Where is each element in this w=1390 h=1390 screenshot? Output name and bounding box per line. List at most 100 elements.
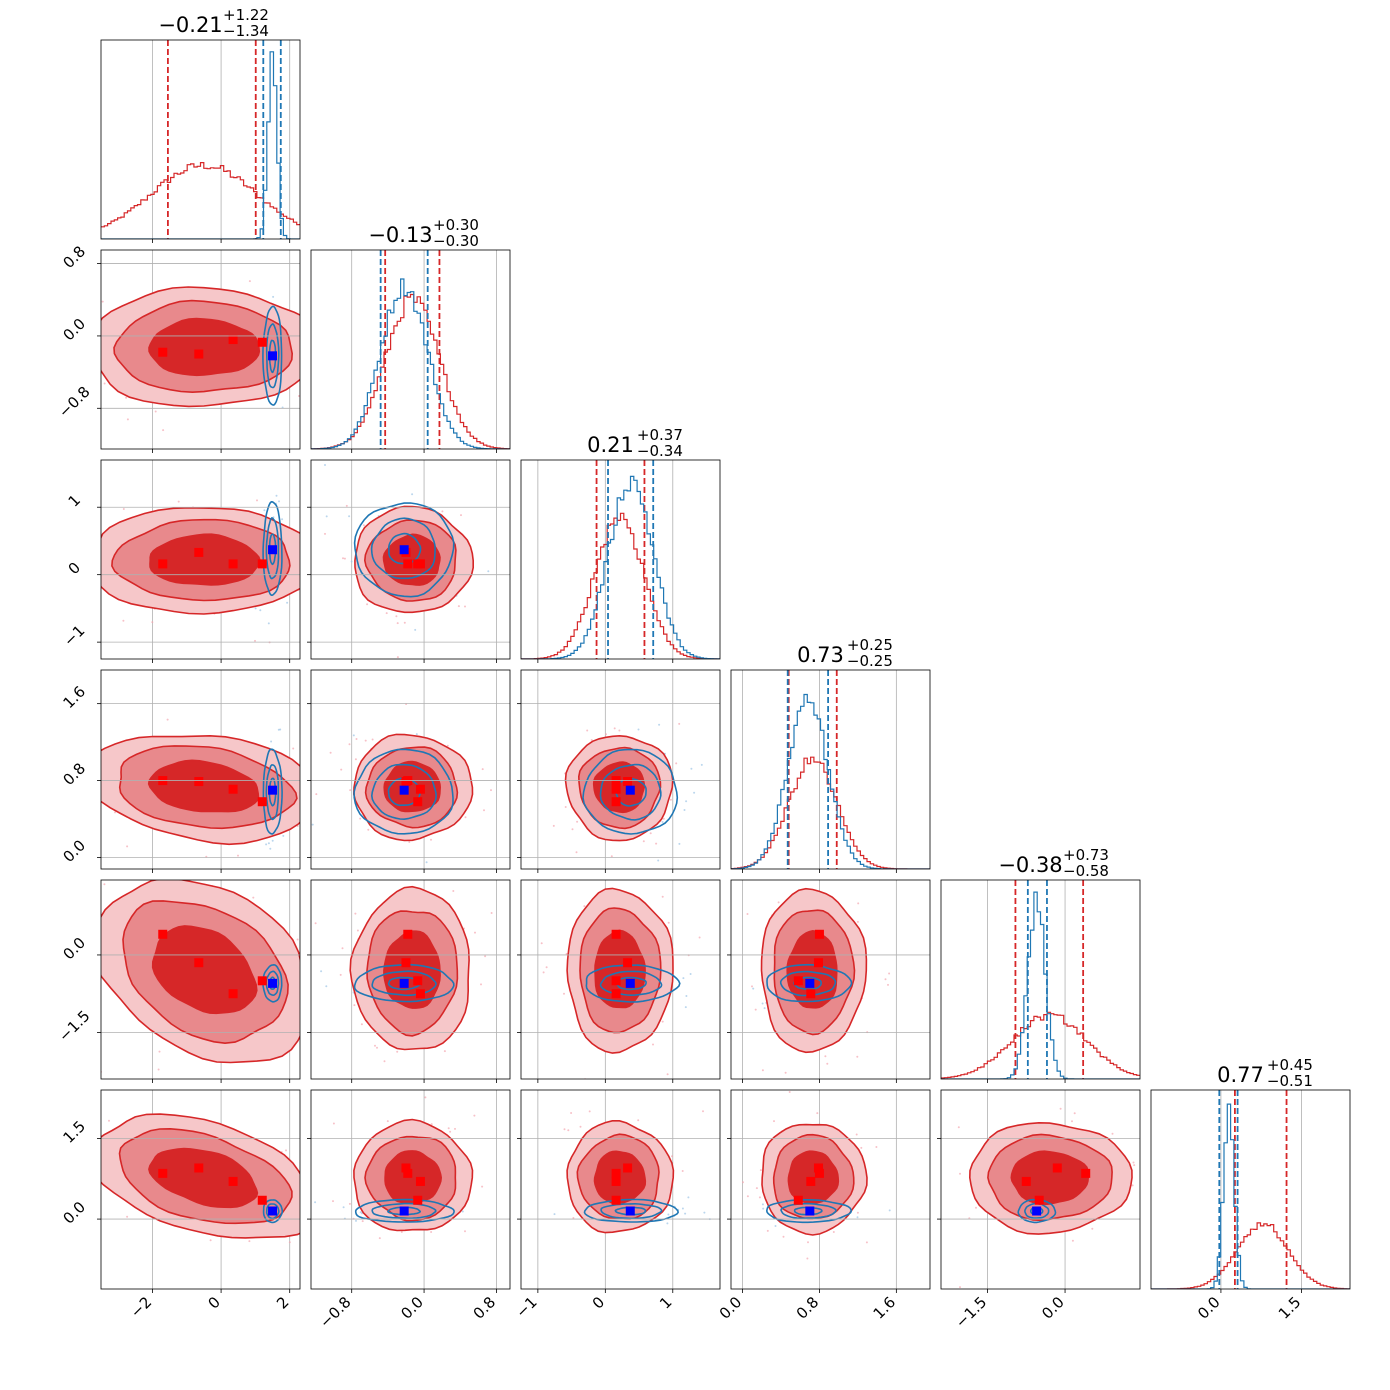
red-sample-point — [649, 832, 652, 835]
panel-frame — [310, 879, 511, 1080]
red-sample-point — [784, 1071, 787, 1074]
red-sample-point — [724, 1204, 726, 1206]
panel-0-0: −0.21 +1.22−1.34 — [100, 6, 301, 243]
red-sample-point — [416, 1087, 418, 1089]
red-sample-point — [302, 1043, 304, 1045]
red-sample-point — [788, 1091, 791, 1093]
red-sample-point — [618, 862, 620, 864]
red-sample-point — [1071, 1120, 1073, 1123]
panel-frame — [310, 249, 511, 450]
blue-sample-point — [661, 821, 664, 823]
red-marker — [611, 1168, 621, 1178]
red-sample-point — [1071, 1239, 1074, 1242]
red-sample-point — [322, 1179, 324, 1181]
blue-histogram — [1151, 1103, 1350, 1289]
red-sample-point — [400, 1075, 402, 1077]
red-marker — [403, 1168, 413, 1178]
red-sample-point — [446, 744, 449, 747]
panel-2-2: 0.21 +0.37−0.34 — [520, 426, 721, 663]
red-sample-point — [296, 938, 299, 941]
red-sample-point — [856, 1055, 859, 1058]
blue-sample-point — [324, 464, 326, 466]
red-sample-point — [93, 740, 95, 742]
blue-contour-1 — [354, 1198, 455, 1223]
blue-sample-point — [690, 767, 693, 770]
red-sample-point — [360, 1023, 363, 1026]
red-marker — [813, 1163, 823, 1173]
red-sample-point — [329, 751, 332, 754]
red-marker — [814, 929, 824, 939]
blue-marker — [625, 1206, 635, 1216]
blue-contour-1 — [262, 1199, 284, 1224]
y-tick-label: 0.0 — [59, 836, 89, 866]
panel-5-2: −1 0 1 — [512, 1089, 721, 1321]
x-tick-label: −0.8 — [316, 1293, 354, 1331]
red-sample-point — [301, 965, 303, 967]
panel-title: −0.13 — [368, 223, 432, 247]
red-sample-point — [332, 1200, 334, 1203]
red-marker — [1081, 1168, 1091, 1178]
red-histogram — [941, 1011, 1140, 1079]
blue-contour-1 — [262, 500, 283, 597]
red-sample-point — [460, 514, 462, 517]
red-marker — [194, 1163, 204, 1173]
red-sample-point — [151, 621, 154, 624]
red-sample-point — [1161, 1158, 1163, 1160]
red-sample-point — [308, 1206, 310, 1208]
red-sample-point — [342, 922, 344, 924]
red-sample-point — [865, 1241, 868, 1244]
red-sample-point — [571, 828, 574, 831]
blue-sample-point — [658, 723, 661, 726]
red-sample-point — [165, 869, 167, 871]
blue-sample-point — [666, 1222, 669, 1225]
blue-contour-1 — [262, 305, 283, 406]
blue-contour-3 — [386, 1206, 422, 1216]
panel-frame — [940, 879, 1141, 1080]
red-sample-point — [91, 355, 93, 357]
x-tick-label: 0.8 — [470, 1293, 500, 1323]
red-sample-point — [49, 1168, 51, 1170]
red-sample-point — [464, 1230, 466, 1233]
red-sample-point — [855, 1133, 858, 1136]
panel-frame — [1150, 1089, 1351, 1290]
red-sample-point — [957, 1126, 960, 1129]
y-tick-label: 0.8 — [59, 759, 89, 789]
red-sample-point — [540, 942, 543, 945]
red-sample-point — [637, 1119, 640, 1122]
blue-sample-point — [348, 515, 351, 518]
blue-sample-point — [657, 859, 660, 862]
blue-contour-3 — [614, 1206, 647, 1216]
panel-frame — [520, 1089, 721, 1290]
blue-sample-point — [693, 791, 696, 794]
red-sample-point — [473, 1114, 476, 1117]
red-sample-point — [433, 842, 435, 844]
blue-sample-point — [269, 847, 272, 850]
red-sample-point — [348, 743, 351, 746]
red-marker — [403, 929, 413, 939]
blue-sample-point — [685, 995, 688, 997]
red-sample-point — [325, 1195, 327, 1197]
red-sample-point — [343, 557, 346, 560]
red-sample-point — [884, 978, 887, 981]
panel-frame — [100, 1089, 301, 1290]
red-sample-point — [348, 1202, 351, 1205]
red-sample-point — [856, 1211, 859, 1214]
panel-2-1 — [307, 459, 511, 663]
blue-marker — [399, 785, 409, 795]
red-sample-point — [452, 890, 455, 892]
x-tick-label: 0.8 — [793, 1293, 823, 1323]
x-tick-label: 0.0 — [716, 1293, 746, 1323]
blue-marker — [399, 545, 409, 555]
red-sample-point — [80, 297, 82, 299]
red-sample-point — [354, 912, 357, 915]
blue-sample-point — [352, 734, 355, 737]
panel-1-1: −0.13 +0.30−0.30 — [310, 216, 511, 453]
red-marker — [228, 989, 238, 999]
blue-contour-2 — [1024, 1202, 1050, 1219]
red-marker — [611, 1176, 621, 1186]
blue-contour-2 — [600, 1202, 663, 1220]
red-sample-point — [108, 1119, 110, 1122]
red-sample-point — [309, 394, 311, 396]
red-sample-point — [824, 1055, 827, 1058]
